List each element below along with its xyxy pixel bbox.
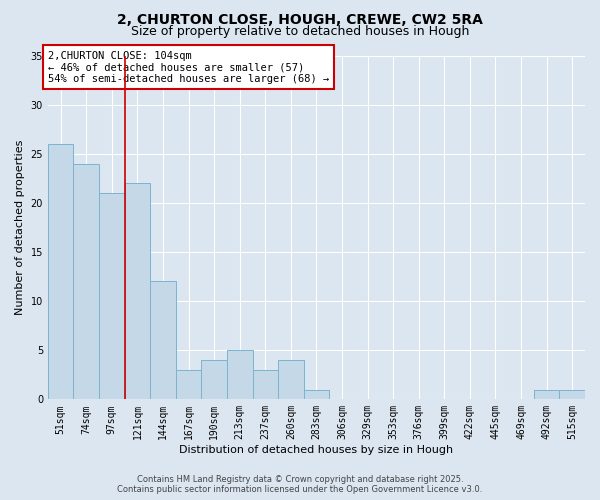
Bar bbox=[48, 144, 73, 400]
Bar bbox=[253, 370, 278, 400]
Bar bbox=[202, 360, 227, 400]
Bar bbox=[99, 193, 125, 400]
Bar bbox=[73, 164, 99, 400]
Bar bbox=[150, 282, 176, 400]
Bar bbox=[278, 360, 304, 400]
Text: 2,CHURTON CLOSE: 104sqm
← 46% of detached houses are smaller (57)
54% of semi-de: 2,CHURTON CLOSE: 104sqm ← 46% of detache… bbox=[48, 50, 329, 84]
Bar bbox=[534, 390, 559, 400]
Bar bbox=[304, 390, 329, 400]
Bar bbox=[227, 350, 253, 400]
Bar bbox=[559, 390, 585, 400]
Bar bbox=[125, 183, 150, 400]
Text: Size of property relative to detached houses in Hough: Size of property relative to detached ho… bbox=[131, 25, 469, 38]
X-axis label: Distribution of detached houses by size in Hough: Distribution of detached houses by size … bbox=[179, 445, 454, 455]
Text: 2, CHURTON CLOSE, HOUGH, CREWE, CW2 5RA: 2, CHURTON CLOSE, HOUGH, CREWE, CW2 5RA bbox=[117, 12, 483, 26]
Bar bbox=[176, 370, 202, 400]
Y-axis label: Number of detached properties: Number of detached properties bbox=[15, 140, 25, 315]
Text: Contains HM Land Registry data © Crown copyright and database right 2025.
Contai: Contains HM Land Registry data © Crown c… bbox=[118, 474, 482, 494]
